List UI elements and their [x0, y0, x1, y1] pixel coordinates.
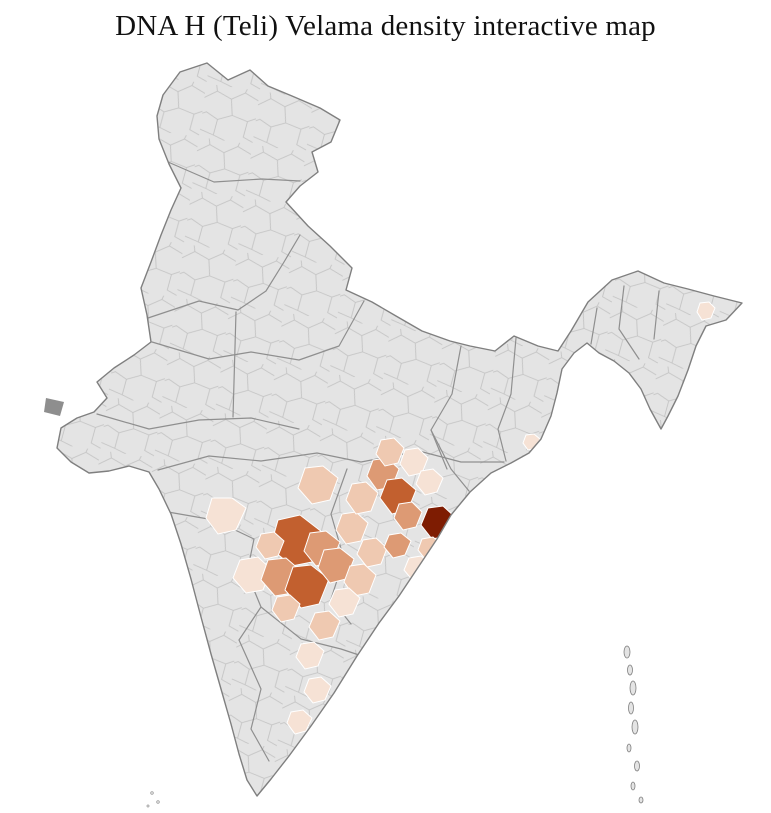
no-data-patch[interactable]	[538, 445, 555, 461]
district-highlight[interactable]	[255, 531, 285, 560]
district-highlight[interactable]	[205, 497, 247, 535]
lakshadweep-islands[interactable]	[146, 791, 160, 808]
andaman-nicobar-islands[interactable]	[623, 645, 644, 804]
district-highlight[interactable]	[383, 532, 412, 559]
district-highlight[interactable]	[284, 564, 330, 609]
map-title: DNA H (Teli) Velama density interactive …	[115, 10, 656, 42]
district-highlight[interactable]	[308, 610, 341, 641]
no-data-patch[interactable]	[44, 398, 64, 416]
district-highlight[interactable]	[295, 641, 325, 670]
district-highlight[interactable]	[328, 587, 361, 618]
district-highlight[interactable]	[375, 437, 405, 467]
district-highlight[interactable]	[232, 556, 272, 594]
district-highlight[interactable]	[343, 563, 377, 597]
district-boundaries-mesh	[57, 63, 742, 796]
district-highlight[interactable]	[345, 481, 379, 515]
district-highlight[interactable]	[696, 301, 716, 321]
district-highlight[interactable]	[356, 537, 388, 568]
district-highlight[interactable]	[271, 594, 301, 623]
highlighted-districts[interactable]	[205, 301, 716, 735]
district-highlight[interactable]	[303, 676, 332, 704]
district-highlight[interactable]	[393, 501, 423, 531]
district-highlight[interactable]	[286, 709, 313, 735]
district-highlight[interactable]	[297, 465, 339, 505]
district-highlight[interactable]	[415, 468, 444, 496]
